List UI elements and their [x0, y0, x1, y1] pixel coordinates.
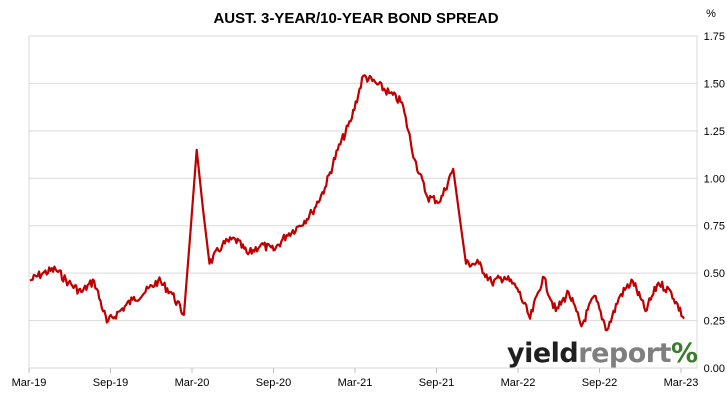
plot-area — [28, 35, 698, 369]
x-tick-label: Mar-20 — [175, 377, 210, 389]
y-tick-label: 1.50 — [704, 78, 725, 90]
chart-title: AUST. 3-YEAR/10-YEAR BOND SPREAD — [213, 10, 498, 27]
x-tick-label: Sep-19 — [93, 377, 128, 389]
x-axis-tick-labels: Mar-19 Sep-19 Mar-20 Sep-20 Mar-21 Sep-21 Mar-… — [12, 377, 699, 389]
y-tick-label: 1.75 — [704, 31, 725, 43]
x-tick-label: Sep-22 — [582, 377, 617, 389]
svg-text:yieldreport%: yieldreport% — [507, 338, 698, 369]
y-tick-label: 0.75 — [704, 221, 725, 233]
y-tick-label: 1.25 — [704, 126, 725, 138]
x-tick-label: Sep-21 — [419, 377, 454, 389]
brand-percent-symbol: % — [671, 338, 698, 369]
x-tick-label: Mar-23 — [664, 377, 699, 389]
x-tick-label: Mar-19 — [12, 377, 47, 389]
x-tick-label: Mar-22 — [501, 377, 536, 389]
brand-word-report: report — [578, 338, 671, 369]
series-line — [29, 74, 685, 332]
brand-word-yield: yield — [507, 338, 578, 369]
x-axis-ticks — [28, 368, 682, 373]
y-tick-label: 0.00 — [704, 363, 725, 375]
y-axis-tick-labels: 0.00 0.25 0.50 0.75 1.00 1.25 1.50 1.75 — [704, 31, 725, 375]
x-tick-label: Sep-20 — [256, 377, 291, 389]
y-axis-unit: % — [706, 8, 716, 20]
x-tick-label: Mar-21 — [338, 377, 373, 389]
brand-logo: yieldreport% — [507, 338, 698, 369]
y-tick-label: 0.50 — [704, 268, 725, 280]
y-tick-label: 1.00 — [704, 173, 725, 185]
y-tick-label: 0.25 — [704, 316, 725, 328]
